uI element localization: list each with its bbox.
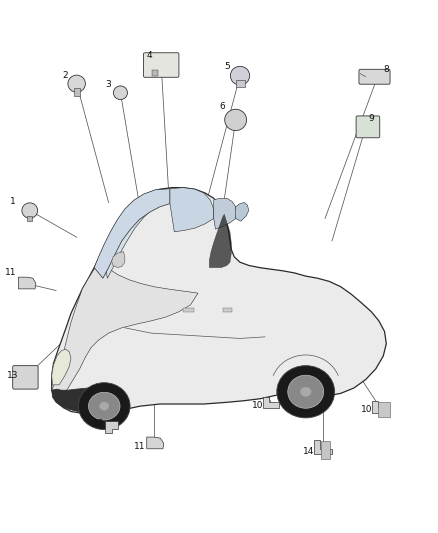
Ellipse shape <box>225 109 247 131</box>
Ellipse shape <box>300 387 311 397</box>
Text: 10: 10 <box>361 405 373 414</box>
PathPatch shape <box>52 260 198 399</box>
Ellipse shape <box>99 402 109 410</box>
FancyBboxPatch shape <box>356 116 380 138</box>
Ellipse shape <box>68 75 85 92</box>
PathPatch shape <box>314 440 332 454</box>
Text: 13: 13 <box>7 372 19 380</box>
Bar <box>27 216 32 221</box>
FancyBboxPatch shape <box>359 69 390 84</box>
Bar <box>321 441 330 459</box>
Bar <box>183 308 194 312</box>
Text: 11: 11 <box>134 442 145 451</box>
PathPatch shape <box>214 198 237 229</box>
FancyBboxPatch shape <box>13 366 38 389</box>
Ellipse shape <box>113 86 127 100</box>
Ellipse shape <box>277 366 335 418</box>
Ellipse shape <box>78 383 130 430</box>
Text: 1: 1 <box>10 197 16 206</box>
PathPatch shape <box>147 437 164 449</box>
PathPatch shape <box>100 189 169 278</box>
Bar <box>378 402 390 417</box>
PathPatch shape <box>105 421 118 433</box>
Ellipse shape <box>22 203 38 218</box>
Bar <box>223 308 232 312</box>
PathPatch shape <box>372 401 389 413</box>
FancyBboxPatch shape <box>143 53 179 77</box>
PathPatch shape <box>263 397 279 408</box>
Text: 6: 6 <box>219 102 226 111</box>
PathPatch shape <box>94 189 170 278</box>
Text: 9: 9 <box>368 114 374 123</box>
PathPatch shape <box>52 349 71 385</box>
PathPatch shape <box>112 252 125 268</box>
Ellipse shape <box>88 392 120 420</box>
Bar <box>74 88 80 96</box>
Text: 3: 3 <box>106 80 112 88</box>
PathPatch shape <box>236 203 249 221</box>
Text: 10: 10 <box>252 401 263 409</box>
PathPatch shape <box>209 214 231 268</box>
Bar <box>152 70 158 76</box>
Text: 4: 4 <box>146 52 152 60</box>
Ellipse shape <box>230 66 250 85</box>
Bar <box>236 80 245 87</box>
PathPatch shape <box>170 188 214 232</box>
PathPatch shape <box>52 388 113 411</box>
Text: 12: 12 <box>93 419 104 428</box>
Text: 11: 11 <box>5 269 17 277</box>
Text: 14: 14 <box>303 448 314 456</box>
Text: 8: 8 <box>383 65 389 74</box>
Ellipse shape <box>288 375 324 408</box>
PathPatch shape <box>52 188 386 415</box>
PathPatch shape <box>18 277 36 289</box>
Text: 2: 2 <box>62 71 67 80</box>
Text: 5: 5 <box>224 62 230 71</box>
